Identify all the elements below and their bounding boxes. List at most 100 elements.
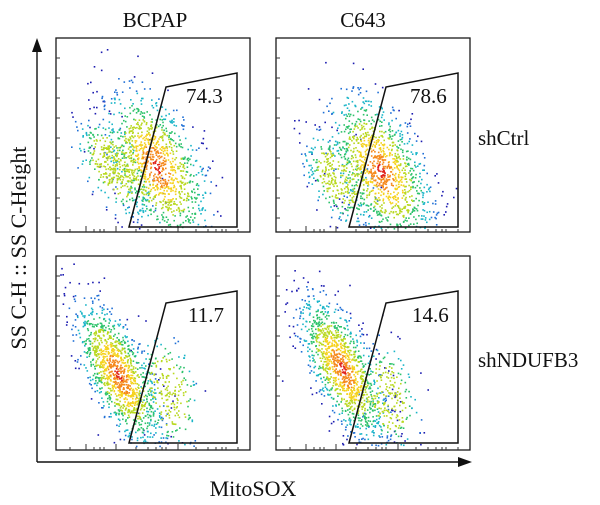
event-dot: [114, 380, 117, 383]
event-dot: [116, 177, 119, 180]
event-dot: [126, 141, 128, 144]
event-dot: [178, 167, 180, 170]
event-dot: [134, 371, 137, 373]
event-dot: [169, 391, 171, 394]
event-dot: [322, 352, 325, 355]
event-dot: [371, 444, 373, 446]
event-dot: [424, 219, 427, 221]
event-dot: [365, 379, 368, 381]
event-dot: [378, 136, 380, 139]
event-dot: [121, 413, 123, 415]
event-dot: [411, 211, 413, 213]
event-dot: [401, 136, 404, 139]
event-dot: [128, 157, 131, 160]
event-dot: [99, 305, 102, 308]
event-dot: [120, 372, 122, 374]
event-dot: [138, 415, 140, 418]
event-dot: [404, 172, 406, 174]
event-dot: [162, 204, 164, 206]
event-dot: [409, 223, 412, 225]
event-dot: [87, 283, 90, 285]
event-dot: [112, 176, 115, 179]
event-dot: [136, 403, 139, 406]
event-dot: [385, 178, 388, 180]
event-dot: [404, 191, 407, 193]
event-dot: [117, 418, 120, 420]
event-dot: [104, 339, 106, 342]
event-dot: [129, 403, 131, 405]
event-dot: [356, 339, 358, 342]
event-dot: [366, 168, 369, 170]
event-dot: [125, 183, 128, 185]
event-dot: [382, 144, 385, 147]
event-dot: [158, 171, 161, 174]
event-dot: [359, 151, 362, 154]
event-dot: [421, 191, 424, 194]
event-dot: [127, 385, 129, 388]
event-dot: [343, 195, 346, 197]
event-dot: [141, 203, 144, 206]
event-dot: [150, 167, 152, 170]
event-dot: [119, 342, 121, 344]
event-dot: [395, 203, 398, 205]
event-dot: [149, 184, 151, 187]
event-dot: [382, 357, 385, 360]
event-dot: [302, 344, 304, 347]
event-dot: [311, 174, 313, 176]
event-dot: [175, 145, 178, 148]
event-dot: [192, 164, 195, 167]
event-dot: [335, 197, 338, 199]
event-dot: [144, 139, 146, 141]
event-dot: [106, 377, 109, 379]
event-dot: [110, 102, 113, 104]
event-dot: [134, 159, 137, 161]
event-dot: [193, 175, 195, 177]
event-dot: [137, 346, 139, 349]
event-dot: [106, 393, 108, 395]
event-dot: [154, 209, 157, 212]
event-dot: [311, 393, 314, 396]
event-dot: [188, 370, 191, 373]
event-dot: [420, 189, 422, 192]
event-dot: [168, 138, 170, 141]
event-dot: [166, 387, 168, 389]
event-dot: [350, 189, 352, 192]
event-dot: [167, 218, 169, 221]
event-dot: [345, 176, 348, 178]
x-axis-arrow: [458, 457, 472, 467]
event-dot: [414, 164, 416, 167]
event-dot: [379, 210, 382, 212]
event-dot: [383, 172, 386, 174]
event-dot: [387, 395, 390, 397]
event-dot: [89, 340, 92, 343]
event-dot: [329, 225, 332, 228]
event-dot: [122, 152, 125, 155]
event-dot: [360, 171, 363, 173]
event-dot: [142, 137, 144, 140]
event-dot: [435, 217, 437, 220]
event-dot: [193, 399, 196, 402]
event-dot: [112, 359, 114, 362]
event-dot: [382, 183, 384, 185]
event-dot: [150, 124, 153, 126]
event-dot: [162, 417, 164, 420]
event-dot: [158, 176, 161, 178]
event-dot: [182, 128, 185, 131]
event-dot: [320, 311, 322, 314]
event-dot: [286, 302, 289, 304]
event-dot: [108, 322, 110, 324]
event-dot: [384, 188, 386, 190]
event-dot: [328, 147, 331, 150]
event-dot: [169, 368, 171, 370]
event-dot: [107, 156, 109, 158]
event-dot: [394, 396, 396, 399]
event-dot: [177, 206, 180, 209]
event-dot: [155, 204, 157, 206]
event-dot: [118, 425, 120, 427]
event-dot: [143, 380, 145, 383]
event-dot: [128, 410, 131, 413]
event-dot: [97, 186, 100, 189]
event-dot: [372, 400, 374, 402]
event-dot: [66, 321, 68, 323]
event-dot: [153, 211, 155, 213]
